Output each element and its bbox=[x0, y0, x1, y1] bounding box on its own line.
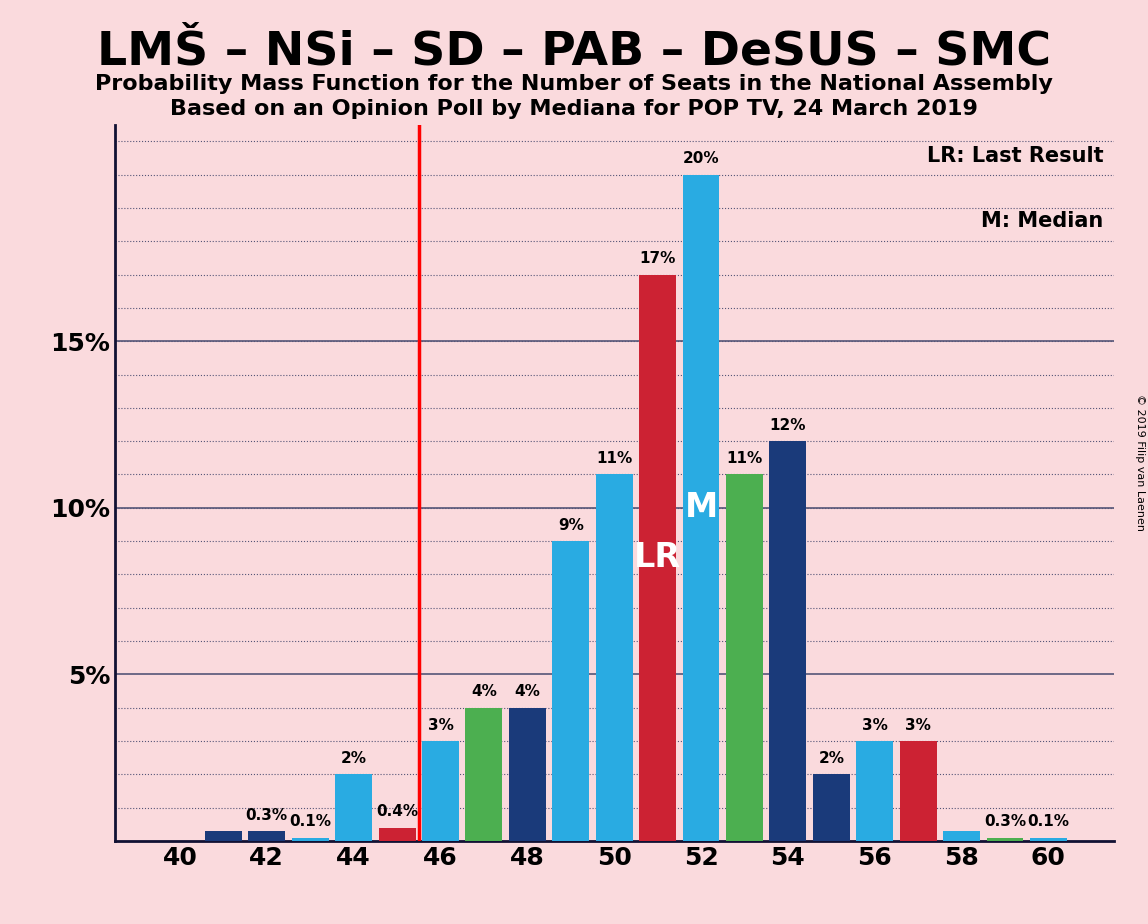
Text: M: Median: M: Median bbox=[982, 211, 1103, 231]
Text: 12%: 12% bbox=[769, 418, 806, 432]
Text: 3%: 3% bbox=[427, 718, 453, 733]
Text: 0.4%: 0.4% bbox=[377, 804, 418, 820]
Text: Probability Mass Function for the Number of Seats in the National Assembly: Probability Mass Function for the Number… bbox=[95, 74, 1053, 94]
Text: 3%: 3% bbox=[906, 718, 931, 733]
Text: 2%: 2% bbox=[819, 751, 844, 766]
Text: 0.3%: 0.3% bbox=[246, 808, 288, 822]
Bar bbox=[335, 774, 372, 841]
Text: 17%: 17% bbox=[639, 251, 676, 266]
Bar bbox=[900, 741, 937, 841]
Text: 3%: 3% bbox=[862, 718, 887, 733]
Bar bbox=[465, 708, 503, 841]
Bar bbox=[596, 474, 633, 841]
Bar bbox=[856, 741, 893, 841]
Text: 20%: 20% bbox=[683, 152, 720, 166]
Bar bbox=[552, 541, 589, 841]
Bar bbox=[204, 831, 242, 841]
Text: 0.3%: 0.3% bbox=[984, 814, 1026, 829]
Bar bbox=[813, 774, 850, 841]
Bar bbox=[944, 831, 980, 841]
Text: LR: LR bbox=[634, 541, 681, 574]
Bar bbox=[639, 274, 676, 841]
Bar bbox=[292, 837, 328, 841]
Text: 9%: 9% bbox=[558, 517, 583, 533]
Text: LMŠ – NSi – SD – PAB – DeSUS – SMC: LMŠ – NSi – SD – PAB – DeSUS – SMC bbox=[96, 30, 1052, 75]
Bar bbox=[986, 837, 1024, 841]
Text: © 2019 Filip van Laenen: © 2019 Filip van Laenen bbox=[1135, 394, 1145, 530]
Bar bbox=[769, 441, 806, 841]
Text: M: M bbox=[684, 492, 718, 524]
Text: LR: Last Result: LR: Last Result bbox=[926, 146, 1103, 166]
Text: Based on an Opinion Poll by Mediana for POP TV, 24 March 2019: Based on an Opinion Poll by Mediana for … bbox=[170, 99, 978, 119]
Text: 4%: 4% bbox=[514, 685, 541, 699]
Bar bbox=[422, 741, 459, 841]
Text: 4%: 4% bbox=[471, 685, 497, 699]
Bar bbox=[726, 474, 763, 841]
Text: 11%: 11% bbox=[596, 451, 633, 466]
Bar bbox=[379, 828, 416, 841]
Text: 0.1%: 0.1% bbox=[1027, 814, 1070, 829]
Bar bbox=[1030, 837, 1066, 841]
Bar bbox=[509, 708, 545, 841]
Bar bbox=[248, 831, 285, 841]
Text: 11%: 11% bbox=[727, 451, 762, 466]
Bar bbox=[683, 175, 720, 841]
Text: 2%: 2% bbox=[341, 751, 366, 766]
Text: 0.1%: 0.1% bbox=[289, 814, 332, 829]
